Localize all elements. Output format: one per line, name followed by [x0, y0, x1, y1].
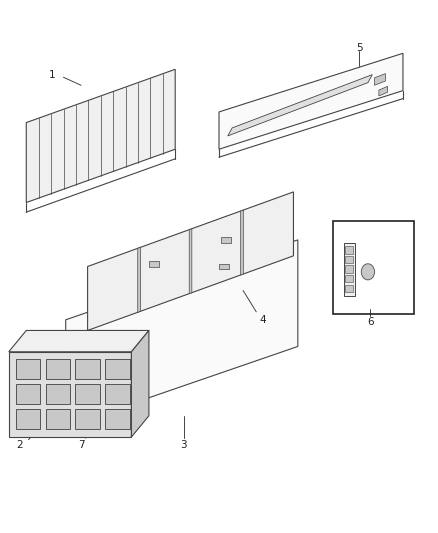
Polygon shape [138, 247, 140, 312]
Bar [105, 359, 130, 379]
Bar [46, 384, 70, 404]
Bar [221, 237, 231, 243]
Polygon shape [189, 229, 192, 294]
Polygon shape [240, 210, 244, 275]
Polygon shape [26, 69, 175, 203]
Text: 2: 2 [16, 440, 23, 450]
Polygon shape [131, 330, 149, 437]
Text: 6: 6 [367, 317, 374, 327]
Bar [75, 409, 100, 429]
Text: 4: 4 [259, 315, 266, 325]
Polygon shape [344, 243, 355, 296]
Bar [345, 285, 353, 292]
Bar [75, 359, 100, 379]
Bar [345, 246, 353, 254]
Polygon shape [379, 86, 388, 96]
Polygon shape [88, 192, 293, 330]
Polygon shape [219, 53, 403, 149]
Bar [345, 256, 353, 263]
Polygon shape [9, 352, 131, 437]
Polygon shape [66, 240, 298, 426]
Polygon shape [228, 75, 372, 136]
Text: 5: 5 [356, 43, 363, 53]
Polygon shape [9, 330, 149, 352]
Bar [46, 409, 70, 429]
Bar [75, 384, 100, 404]
Bar [219, 264, 229, 269]
Bar [16, 384, 40, 404]
Bar [333, 221, 414, 314]
Bar [345, 275, 353, 282]
Bar [105, 409, 130, 429]
Bar [46, 359, 70, 379]
Text: 1: 1 [49, 70, 56, 79]
Text: 3: 3 [180, 440, 187, 450]
Bar [16, 409, 40, 429]
Circle shape [361, 264, 374, 280]
Polygon shape [374, 74, 385, 85]
Bar [105, 384, 130, 404]
Text: 7: 7 [78, 440, 85, 450]
Bar [16, 359, 40, 379]
Bar [149, 261, 159, 266]
Bar [345, 265, 353, 273]
